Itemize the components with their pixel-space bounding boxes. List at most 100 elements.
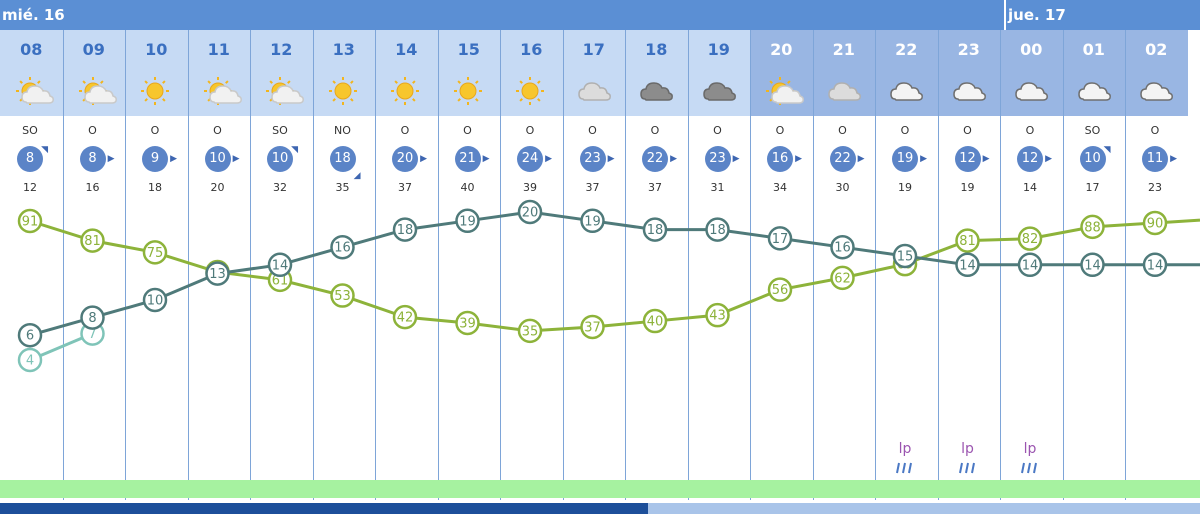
temperature-point	[142, 287, 168, 313]
wind-gust: 20	[210, 181, 225, 194]
wind-gust: 14	[1023, 181, 1037, 194]
wind-speed-badge: 12 ▶	[1017, 146, 1052, 172]
wind-speed-badge: 20 ▶	[392, 146, 427, 172]
wind-direction: O	[650, 124, 660, 137]
temperature-point	[1080, 252, 1105, 278]
feels-like-value-label: 7	[88, 327, 96, 342]
wind-arrow-icon: ◢	[353, 171, 361, 181]
humidity-value-label: 81	[84, 234, 101, 249]
hour-label: 00	[1020, 40, 1043, 59]
humidity-point	[267, 267, 293, 293]
wind-direction: O	[525, 124, 535, 137]
humidity-point	[767, 277, 793, 302]
wind-gust: 34	[773, 181, 787, 194]
hour-label: 08	[20, 40, 43, 59]
rain-drops-icon	[953, 461, 983, 478]
hour-label: 15	[457, 40, 480, 59]
wind-speed-value: 10	[271, 151, 289, 166]
scrollbar-thumb[interactable]	[0, 503, 648, 514]
humidity-point	[517, 318, 543, 344]
hour-label: 11	[207, 40, 230, 59]
humidity-point	[580, 314, 605, 340]
wind-speed-value: 12	[1021, 151, 1039, 166]
sun-icon	[313, 74, 376, 108]
temperature-value-label: 13	[209, 267, 226, 282]
hour-column: 22	[875, 30, 938, 116]
humidity-value-label: 81	[959, 234, 976, 249]
wind-speed-badge: 23 ▶	[704, 146, 740, 172]
horizontal-scrollbar[interactable]	[0, 503, 1200, 514]
hour-label: 23	[957, 40, 980, 59]
wind-speed-value: 20	[396, 151, 414, 166]
wind-arrow-icon: ▶	[107, 154, 115, 164]
hour-label: 17	[582, 40, 605, 59]
wind-gust: 35	[335, 181, 350, 194]
temperature-point	[955, 252, 980, 278]
wind-direction: O	[463, 124, 472, 137]
wind-arrow-icon: ▶	[545, 154, 552, 164]
wind-arrow-icon: ◥	[41, 145, 48, 155]
temperature-value-label: 17	[772, 232, 789, 247]
wind-gust: 16	[85, 181, 100, 194]
wind-gust: 37	[648, 181, 662, 194]
wind-gust: 30	[835, 181, 850, 194]
precip-type-label: lp	[1023, 441, 1037, 457]
hour-column: 20	[750, 30, 813, 116]
hour-label: 18	[645, 40, 668, 59]
wind-speed-value: 22	[834, 151, 851, 166]
wind-speed-value: 21	[459, 151, 476, 166]
humidity-value-label: 65	[209, 266, 226, 281]
wind-speed-value: 19	[896, 151, 914, 166]
humidity-point	[1080, 214, 1105, 240]
sun-cloud-icon	[250, 74, 313, 108]
sun-icon	[500, 74, 563, 108]
temperature-point	[455, 208, 480, 234]
humidity-point	[892, 251, 918, 277]
night-cloud-icon	[1000, 74, 1063, 108]
temperature-value-label: 20	[522, 206, 539, 221]
humidity-point	[1017, 226, 1043, 251]
night-cloud-icon	[1063, 74, 1126, 108]
night-cloud-icon	[1125, 74, 1188, 108]
feels-like-point	[80, 321, 105, 346]
wind-speed-badge: 10 ◥	[1079, 145, 1111, 172]
wind-gust: 19	[898, 181, 912, 194]
hour-label: 20	[770, 40, 793, 59]
wind-speed-badge: 9 ▶	[142, 146, 177, 172]
wind-direction: O	[588, 124, 597, 137]
wind-arrow-icon: ▶	[1170, 154, 1177, 164]
humidity-value-label: 82	[1022, 232, 1039, 247]
temperature-point	[767, 226, 793, 251]
humidity-point	[205, 259, 230, 285]
hour-column: 13	[312, 30, 376, 116]
wind-speed-badge: 23 ▶	[579, 146, 615, 172]
hour-column: 02	[1125, 30, 1188, 116]
wind-gust: 23	[1148, 181, 1162, 194]
wind-speed-badge: 8 ◥	[17, 145, 48, 172]
wind-direction: SO	[272, 124, 288, 137]
wind-direction: SO	[1084, 124, 1101, 137]
light-cloud-icon	[813, 74, 876, 108]
hour-column: 00	[1000, 30, 1063, 116]
hour-column: 15	[437, 30, 500, 116]
wind-arrow-icon: ▶	[670, 154, 677, 164]
temperature-point	[205, 261, 230, 286]
hour-label: 12	[270, 40, 293, 59]
wind-arrow-icon: ▶	[732, 154, 740, 164]
humidity-point	[80, 228, 105, 253]
wind-direction: O	[775, 124, 785, 137]
wind-arrow-icon: ▶	[795, 154, 802, 164]
temperature-point	[830, 234, 855, 260]
day-label-thu: jue. 17	[1004, 0, 1200, 30]
wind-arrow-icon: ◥	[291, 145, 298, 155]
humidity-value-label: 35	[522, 324, 539, 339]
hour-label: 22	[895, 40, 918, 59]
temperature-value-label: 15	[897, 250, 914, 265]
wind-speed-value: 23	[709, 151, 726, 166]
humidity-value-label: 53	[334, 289, 351, 304]
wind-arrow-icon: ◥	[1103, 145, 1111, 155]
temperature-point	[330, 234, 355, 260]
wind-speed-value: 10	[1084, 151, 1101, 166]
wind-speed-value: 8	[25, 151, 35, 166]
wind-arrow-icon: ▶	[232, 154, 240, 164]
